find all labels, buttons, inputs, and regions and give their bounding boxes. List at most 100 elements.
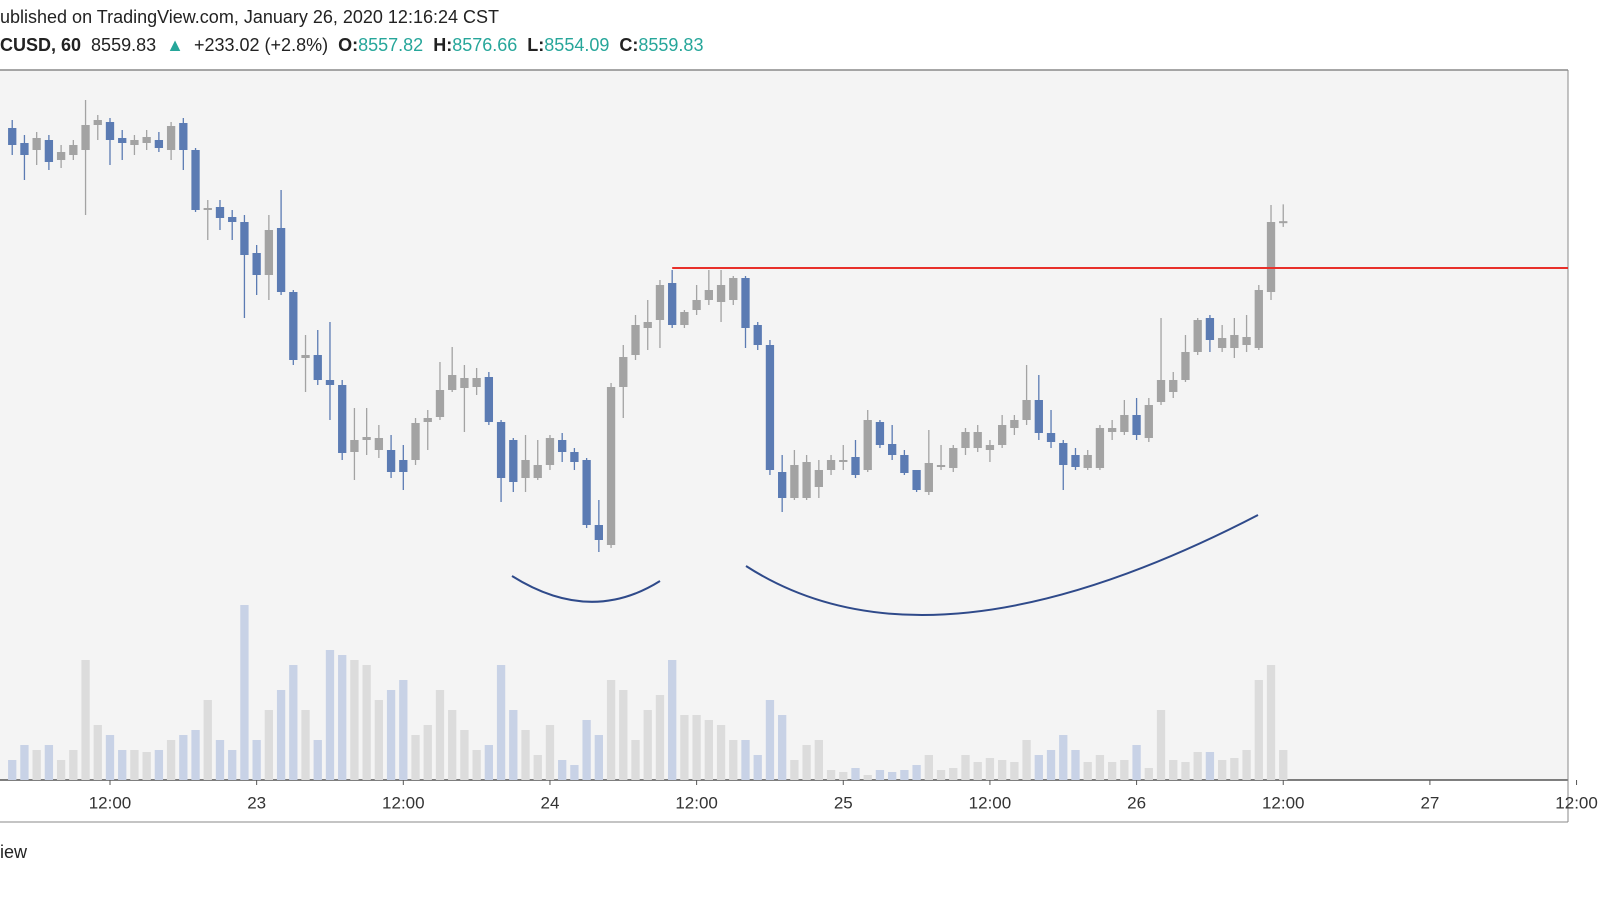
x-tick-label: 25 [834,793,853,812]
rounding-arc [745,514,1259,616]
volume-bar [509,710,518,780]
volume-bar [985,758,995,780]
volume-bar [936,770,946,780]
volume-bar [1022,740,1031,780]
candle-body [1266,222,1276,292]
candle-body [1205,318,1215,340]
volume-bar [325,650,335,780]
volume-bar [179,735,188,780]
candle-body [325,380,335,385]
candle-body [814,470,823,487]
last-price: 8559.83 [91,35,157,55]
volume-bar [692,715,701,780]
volume-bar [1217,760,1227,780]
candle-body [509,440,518,482]
candle-body [301,355,310,358]
candle-body [1230,335,1239,348]
volume-bar [631,740,640,780]
candle-body [1059,443,1068,465]
volume-bar [826,770,836,780]
candle-body [1022,400,1031,420]
volume-bar [582,720,591,780]
ohlc-value: 8576.66 [452,35,518,55]
candle-body [289,292,298,360]
volume-bar [1071,750,1080,780]
volume-bar [912,765,921,780]
candle-body [203,208,212,210]
candle-body [1242,337,1251,345]
volume-bar [289,665,298,780]
volume-bar [594,735,604,780]
candle-body [1144,405,1153,438]
candle-body [1083,455,1092,468]
candle-body [374,438,384,450]
volume-bar [56,760,66,780]
volume-bar [545,725,555,780]
x-tick-label: 27 [1420,793,1439,812]
candle-body [716,285,726,302]
volume-bar [399,680,408,780]
volume-bar [166,740,176,780]
candle-body [130,140,139,145]
volume-bar [1083,762,1092,780]
ohlc-label: C: [619,35,639,55]
candle-body [81,125,90,150]
volume-bar [790,760,799,780]
volume-bar [997,760,1007,780]
volume-bar [44,745,54,780]
volume-bar [362,665,371,780]
candle-body [1132,415,1141,435]
candle-body [264,230,274,275]
candle-body [1169,380,1178,392]
candle-body [105,122,115,140]
candle-body [655,285,665,320]
x-tick-label: 12:00 [89,793,132,812]
x-tick-label: 26 [1127,793,1146,812]
x-tick-label: 12:00 [969,793,1012,812]
candle-body [924,463,933,492]
candle-body [680,312,689,325]
x-tick-label: 23 [247,793,266,812]
volume-bar [1095,755,1105,780]
candle-body [228,217,237,222]
candle-body [1010,420,1019,428]
candle-body [252,253,261,275]
candle-body [839,460,848,462]
candle-body [790,465,799,498]
ohlc-value: 8557.82 [358,35,424,55]
candle-body [570,452,579,462]
candle-body [411,423,420,460]
volume-bar [1107,762,1117,780]
volume-bar [435,690,445,780]
volume-bar [448,710,457,780]
volume-bar [460,730,469,780]
candle-body [8,128,17,145]
volume-bar [704,720,713,780]
volume-bar [252,740,261,780]
volume-bar [130,750,139,780]
volume-bar [655,695,665,780]
candle-body [142,137,151,143]
candle-body [44,140,54,162]
volume-bar [1181,762,1190,780]
volume-bar [802,745,811,780]
volume-bar [1010,762,1019,780]
volume-bar [264,710,274,780]
volume-bar [240,605,249,780]
plot-background [0,70,1568,780]
candle-body [496,422,506,478]
volume-bar [1230,758,1239,780]
volume-bar [1034,755,1043,780]
candle-body [606,387,616,545]
candle-body [20,143,29,155]
candle-body [350,440,359,452]
volume-bar [1046,750,1056,780]
candle-body [692,300,701,310]
rounding-arc [511,575,661,603]
volume-bar [753,755,762,780]
candle-body [399,460,408,472]
ohlc-label: H: [433,35,453,55]
volume-bar [570,765,579,780]
volume-bar [374,700,384,780]
